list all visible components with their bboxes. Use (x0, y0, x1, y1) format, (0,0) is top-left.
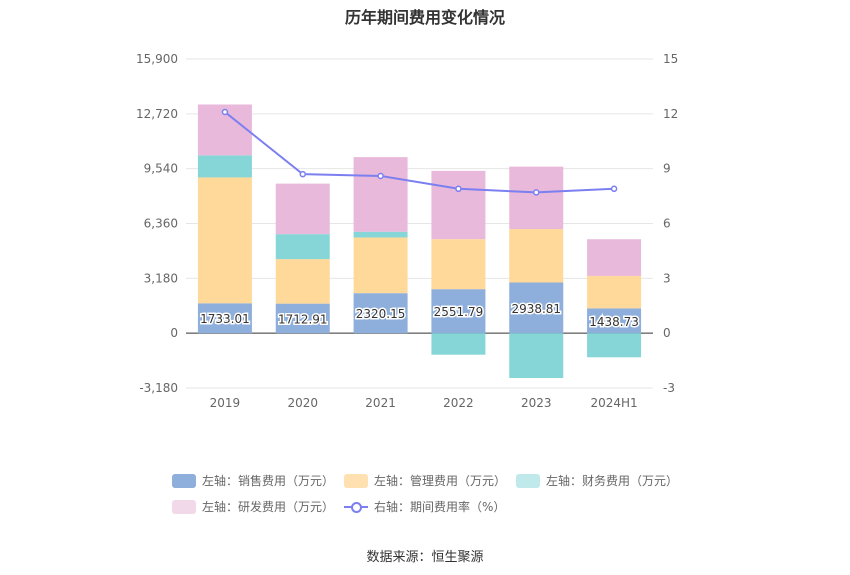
bar-data-label: 2938.81 (511, 302, 561, 316)
expense-rate-point (455, 185, 462, 193)
bar-segment (587, 333, 642, 358)
bar-data-label: 2320.15 (356, 307, 406, 321)
bar-segment (353, 293, 408, 334)
bar-segment (431, 239, 486, 290)
bar-segment (587, 275, 642, 309)
bar-segment (197, 155, 252, 178)
legend-item-admin[interactable]: 左轴：管理费用（万元） (344, 472, 506, 489)
x-tick-label: 2022 (443, 396, 474, 410)
expense-rate-point (299, 170, 306, 178)
chart-title: 历年期间费用变化情况 (344, 8, 505, 27)
legend-label-expense-rate: 右轴：期间费用率（%） (374, 500, 506, 514)
left-tick-label: -3,180 (139, 381, 178, 395)
x-tick-label: 2024H1 (590, 396, 637, 410)
legend-item-expense-rate[interactable]: 右轴：期间费用率（%） (344, 498, 505, 515)
bar-segment (509, 166, 564, 230)
expense-rate-point (533, 189, 540, 196)
right-tick-label: 3 (663, 271, 671, 285)
left-tick-label: 15,900 (136, 52, 178, 66)
legend-label-finance: 左轴：财务费用（万元） (546, 474, 679, 488)
x-tick-label: 2021 (365, 396, 396, 410)
legend-swatch-finance (516, 473, 540, 488)
legend-item-sales[interactable]: 左轴：销售费用（万元） (172, 472, 334, 489)
right-tick-label: -3 (663, 381, 675, 395)
right-tick-label: 6 (663, 217, 671, 231)
legend-item-finance[interactable]: 左轴：财务费用（万元） (516, 472, 678, 489)
left-tick-label: 9,540 (144, 162, 178, 176)
bar-segment (509, 282, 564, 334)
right-tick-label: 15 (663, 52, 678, 66)
bar-segment (353, 231, 408, 238)
left-tick-label: 12,720 (136, 107, 178, 121)
bar-segment (509, 229, 564, 283)
chart-plot: -3,180 -3 0 0 3,180 3 6,360 6 9,540 9 12,720 12 15,9… (136, 52, 678, 410)
bar-segment (275, 259, 330, 304)
bar-segment (353, 237, 408, 294)
left-tick-label: 6,360 (144, 217, 178, 231)
bar-segment (431, 333, 486, 355)
bar-segment (431, 289, 486, 334)
data-source: 数据来源：恒生聚源 (366, 550, 484, 565)
bar-segment (275, 303, 330, 334)
bar-data-label: 2551.79 (434, 305, 484, 319)
legend-swatch-admin (344, 473, 368, 488)
bar-segment (275, 234, 330, 260)
bar-segment (587, 239, 642, 276)
bar-data-label: 1733.01 (200, 312, 250, 326)
bar-segment (197, 177, 252, 304)
right-tick-label: 12 (663, 107, 678, 121)
x-tick-label: 2019 (210, 396, 241, 410)
legend-label-rnd: 左轴：研发费用（万元） (202, 500, 335, 514)
bar-data-label: 1438.73 (589, 315, 639, 329)
legend-label-admin: 左轴：管理费用（万元） (374, 474, 507, 488)
right-tick-label: 9 (663, 162, 671, 176)
left-tick-label: 3,180 (144, 271, 178, 285)
legend-item-rnd[interactable]: 左轴：研发费用（万元） (172, 498, 334, 515)
bar-segment (353, 157, 408, 232)
legend-swatch-expense-rate (344, 500, 368, 514)
bar-data-label: 1712.91 (278, 312, 328, 326)
expense-rate-point (377, 172, 384, 180)
x-tick-label: 2020 (287, 396, 318, 410)
bar-segment (197, 303, 252, 334)
expense-rate-point (221, 108, 229, 116)
bar-segment (431, 170, 486, 240)
expense-rate-point (610, 185, 618, 193)
right-tick-label: 0 (663, 326, 671, 340)
expense-rate-line (224, 111, 615, 194)
bar-segment (587, 308, 642, 334)
x-tick-label: 2023 (521, 396, 552, 410)
legend-swatch-rnd (172, 499, 196, 514)
bar-segment (509, 333, 564, 378)
left-tick-label: 0 (170, 326, 178, 340)
bar-segment (275, 183, 330, 235)
legend-label-sales: 左轴：销售费用（万元） (202, 474, 335, 488)
legend-swatch-sales (172, 473, 196, 488)
